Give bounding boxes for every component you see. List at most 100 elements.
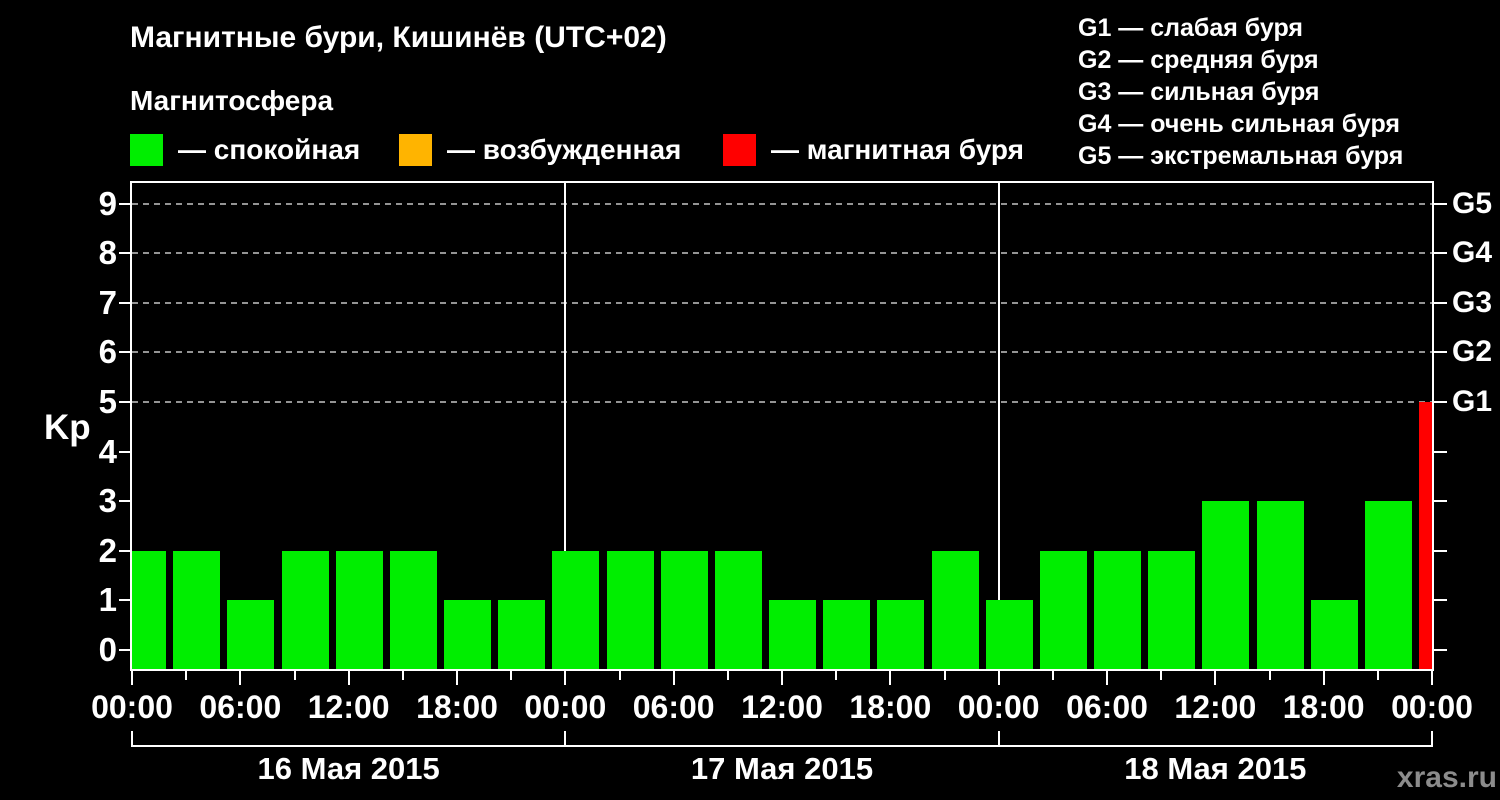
x-tick-major <box>1214 671 1217 685</box>
x-tick-major <box>672 671 675 685</box>
x-tick-minor <box>1051 671 1054 680</box>
y-tick-right <box>1434 500 1447 503</box>
excited-color-swatch-icon <box>399 134 432 166</box>
storm-scale-g1: G1 — слабая буря <box>1078 14 1304 42</box>
y-tick-label: 1 <box>98 581 117 619</box>
kp-bar <box>389 550 437 669</box>
legend-label: — возбужденная <box>447 134 682 165</box>
x-tick-major <box>781 671 783 685</box>
y-tick-label: 0 <box>98 631 117 668</box>
kp-bar <box>769 600 816 669</box>
gridline-kp7 <box>132 301 1432 304</box>
y-tick-right <box>1434 252 1447 255</box>
x-tick-label: 00:00 <box>1391 689 1473 725</box>
y-tick-label: 8 <box>98 234 117 272</box>
date-label: 18 Мая 2015 <box>1124 751 1307 786</box>
x-tick-label: 12:00 <box>307 689 390 725</box>
g-scale-label: G3 <box>1452 285 1493 319</box>
kp-bar <box>335 550 383 669</box>
storm-scale-g3: G3 — сильная буря <box>1078 78 1320 106</box>
x-tick-major <box>1106 671 1108 685</box>
g-scale-label: G5 <box>1452 186 1493 220</box>
day-separator <box>997 183 1000 669</box>
x-tick-major <box>347 671 350 685</box>
date-bracket-line <box>132 745 1432 747</box>
y-tick-right <box>1434 351 1447 354</box>
gridline-kp6 <box>132 351 1432 354</box>
x-tick-minor <box>293 671 296 680</box>
y-tick-right <box>1434 549 1447 552</box>
kp-bar <box>660 550 708 669</box>
x-tick-label: 06:00 <box>632 689 715 725</box>
x-tick-label: 18:00 <box>849 689 932 725</box>
storm-scale-legend: G1 — слабая буря G2 — средняя буря G3 — … <box>1078 12 1403 172</box>
y-tick-left <box>119 301 132 304</box>
x-tick-minor <box>835 671 838 680</box>
y-tick-label: 6 <box>98 333 117 371</box>
x-tick-minor <box>401 671 404 680</box>
watermark: xras.ru <box>1396 761 1497 794</box>
kp-bar <box>985 600 1033 669</box>
kp-bar <box>823 600 871 669</box>
x-tick-major <box>1431 671 1433 685</box>
chart-subtitle: Магнитосфера <box>130 85 334 116</box>
y-tick-label: 2 <box>98 531 117 569</box>
kp-bar <box>227 600 275 669</box>
y-tick-left <box>119 599 132 602</box>
x-tick-major <box>997 671 1000 685</box>
x-tick-major <box>131 671 133 685</box>
y-tick-left <box>119 351 132 354</box>
storm-scale-g2: G2 — средняя буря <box>1078 46 1319 74</box>
x-tick-major <box>1322 671 1325 685</box>
y-tick-label: 9 <box>98 184 117 222</box>
y-tick-label: 3 <box>98 482 117 520</box>
kp-bar <box>1094 550 1141 669</box>
kp-bar <box>606 550 654 669</box>
kp-bar <box>931 550 979 669</box>
plot-area <box>130 181 1434 671</box>
x-tick-label: 18:00 <box>1282 689 1365 725</box>
x-tick-minor <box>618 671 621 680</box>
kp-bar <box>552 550 600 669</box>
g-scale-label: G2 <box>1452 335 1493 369</box>
x-tick-minor <box>185 671 188 680</box>
x-tick-minor <box>1160 671 1163 680</box>
day-separator <box>564 183 567 669</box>
x-tick-major <box>564 671 567 685</box>
kp-bar <box>281 550 329 669</box>
date-bracket-tick <box>131 731 133 747</box>
kp-bar <box>714 550 762 669</box>
x-tick-label: 00:00 <box>91 689 173 725</box>
y-tick-left <box>119 549 132 552</box>
date-bracket-tick <box>564 731 567 747</box>
x-tick-label: 00:00 <box>957 689 1040 725</box>
kp-bar <box>1364 501 1412 669</box>
kp-bar <box>444 600 491 669</box>
x-tick-major <box>456 671 458 685</box>
y-tick-right <box>1434 401 1447 403</box>
y-tick-left <box>119 202 132 205</box>
legend-label: — магнитная буря <box>771 134 1024 165</box>
y-tick-label: 5 <box>98 383 117 420</box>
x-tick-major <box>889 671 892 685</box>
storm-scale-g5: G5 — экстремальная буря <box>1078 142 1404 170</box>
legend-item-quiet: — спокойная <box>130 132 360 168</box>
x-tick-label: 18:00 <box>416 689 498 725</box>
kp-bar <box>1419 402 1432 669</box>
date-label: 17 Мая 2015 <box>690 751 874 786</box>
kp-bar <box>498 600 546 669</box>
page-title: Магнитные бури, Кишинёв (UTC+02) <box>130 21 667 54</box>
x-tick-minor <box>943 671 946 680</box>
legend-item-excited: — возбужденная <box>399 132 681 168</box>
kp-bar <box>1148 550 1196 669</box>
x-tick-minor <box>510 671 513 680</box>
kp-bar <box>1202 501 1250 669</box>
gridline-kp9 <box>132 202 1432 205</box>
y-tick-label: 4 <box>98 432 117 470</box>
x-tick-label: 06:00 <box>199 689 282 725</box>
kp-bar <box>1039 550 1087 669</box>
date-bracket-tick <box>1431 731 1433 747</box>
y-tick-left <box>119 450 132 453</box>
y-tick-left <box>119 252 132 255</box>
